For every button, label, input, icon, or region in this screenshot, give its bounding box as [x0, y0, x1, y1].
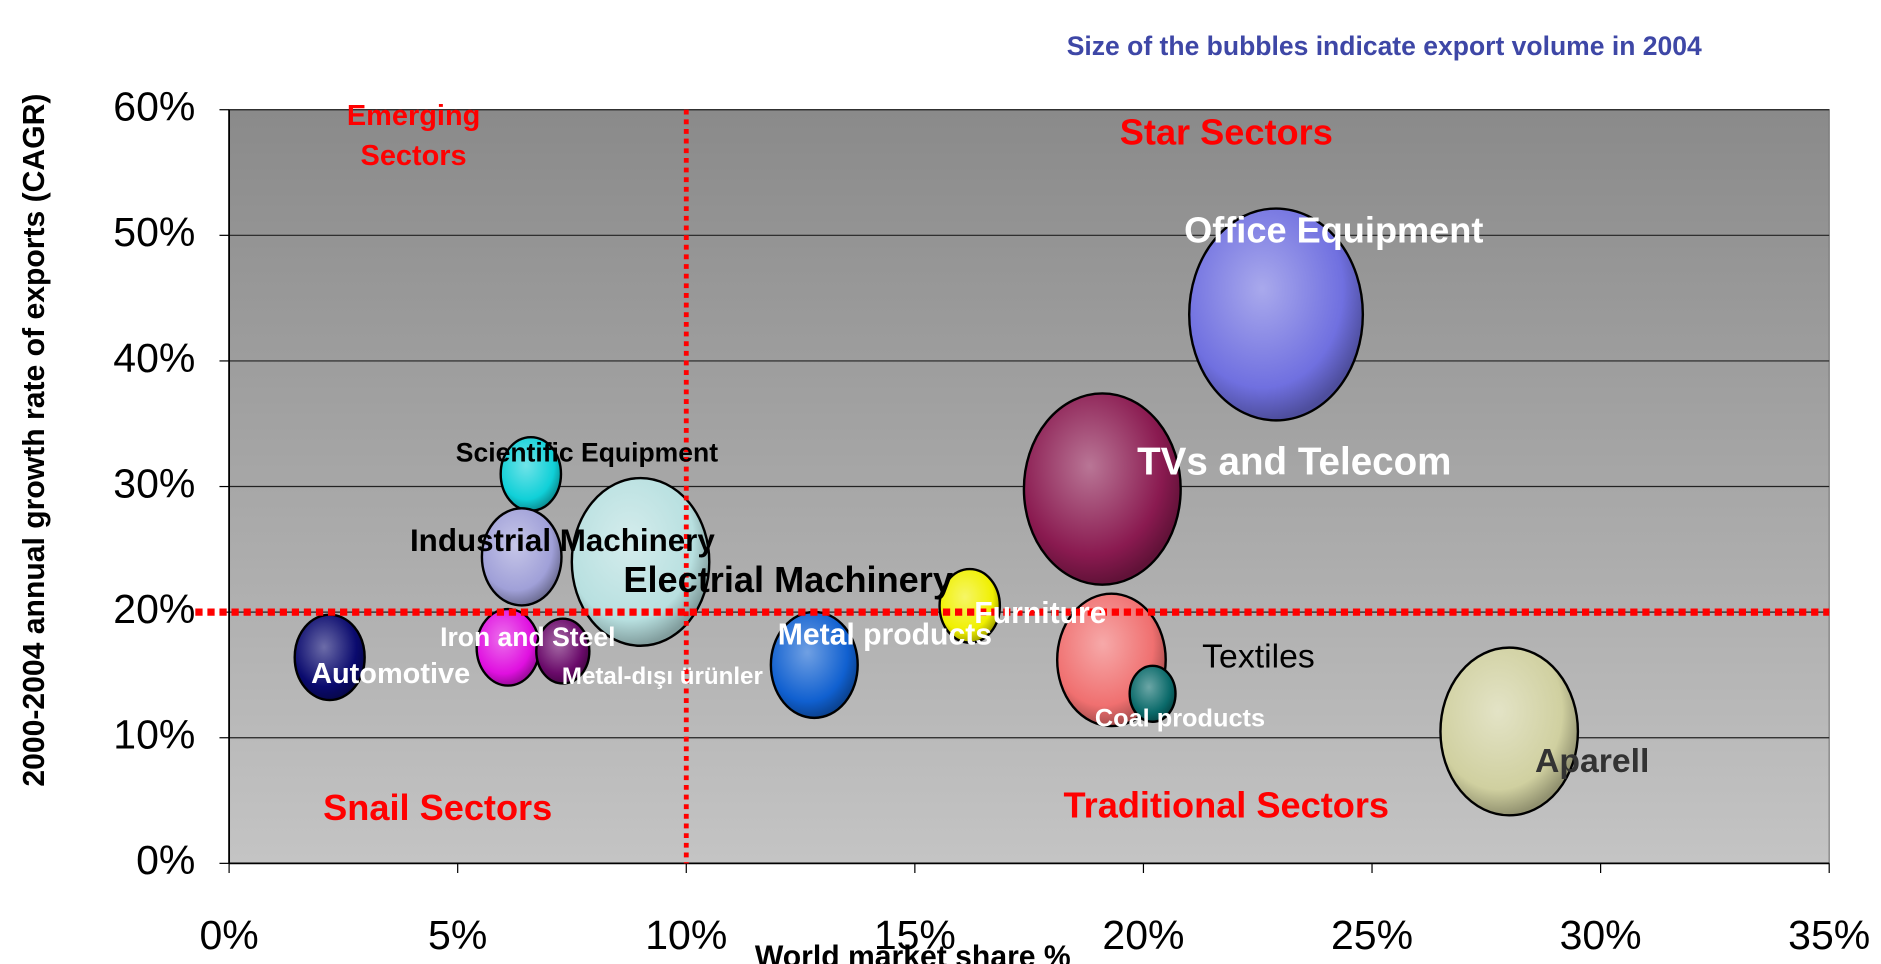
bubble-label: Furniture [974, 597, 1106, 630]
y-tick-label: 60% [113, 84, 195, 130]
bubble-label: Scientific Equipment [456, 438, 718, 468]
bubble [535, 617, 591, 685]
x-tick-label: 15% [874, 912, 956, 958]
x-tick-label: 0% [199, 912, 258, 958]
y-axis-label: 2000-2004 annual growth rate of exports … [18, 94, 51, 787]
quadrant-label: Emerging Sectors [347, 100, 480, 172]
bubble-label: Coal products [1095, 705, 1265, 733]
bubble [938, 567, 1002, 644]
bubble-label: Iron and Steel [440, 622, 615, 652]
bubble [480, 507, 563, 607]
bubbles [293, 207, 1580, 817]
bubble-label: Electrial Machinery [623, 559, 953, 600]
bubble-label: Metal-dışı ürünler [562, 663, 764, 690]
y-tick-label: 10% [113, 712, 195, 758]
bubble-label: Metal products [778, 619, 992, 652]
x-tick-label: 25% [1331, 912, 1413, 958]
y-tick-label: 40% [113, 335, 195, 381]
quadrant-label: Traditional Sectors [1064, 784, 1390, 825]
x-tick-label: 20% [1102, 912, 1184, 958]
bubble [570, 476, 711, 647]
x-tick-label: 10% [645, 912, 727, 958]
bubble [1439, 646, 1580, 817]
x-tick-label: 5% [428, 912, 487, 958]
x-axis-label: World market share % [755, 941, 1071, 964]
quadrant-label: Star Sectors [1120, 112, 1333, 153]
bubble [1022, 392, 1182, 586]
y-tick-label: 20% [113, 586, 195, 632]
y-tick-label: 0% [136, 837, 195, 883]
bubble-label: Textiles [1202, 637, 1315, 675]
bubble-label: TVs and Telecom [1137, 440, 1451, 483]
y-tick-label: 30% [113, 460, 195, 506]
bubble-label: Automotive [311, 658, 470, 690]
x-tick-label: 35% [1788, 912, 1870, 958]
bubble-label: Industrial Machinery [410, 523, 715, 558]
quadrant-label: Snail Sectors [323, 787, 552, 828]
subtitle: Size of the bubbles indicate export volu… [1067, 31, 1702, 61]
bubble [1187, 207, 1365, 422]
x-tick-label: 30% [1560, 912, 1642, 958]
bubble-label: Office Equipment [1184, 209, 1483, 250]
y-tick-label: 50% [113, 209, 195, 255]
bubble-label: Aparell [1535, 742, 1649, 780]
bubble [1128, 664, 1177, 723]
